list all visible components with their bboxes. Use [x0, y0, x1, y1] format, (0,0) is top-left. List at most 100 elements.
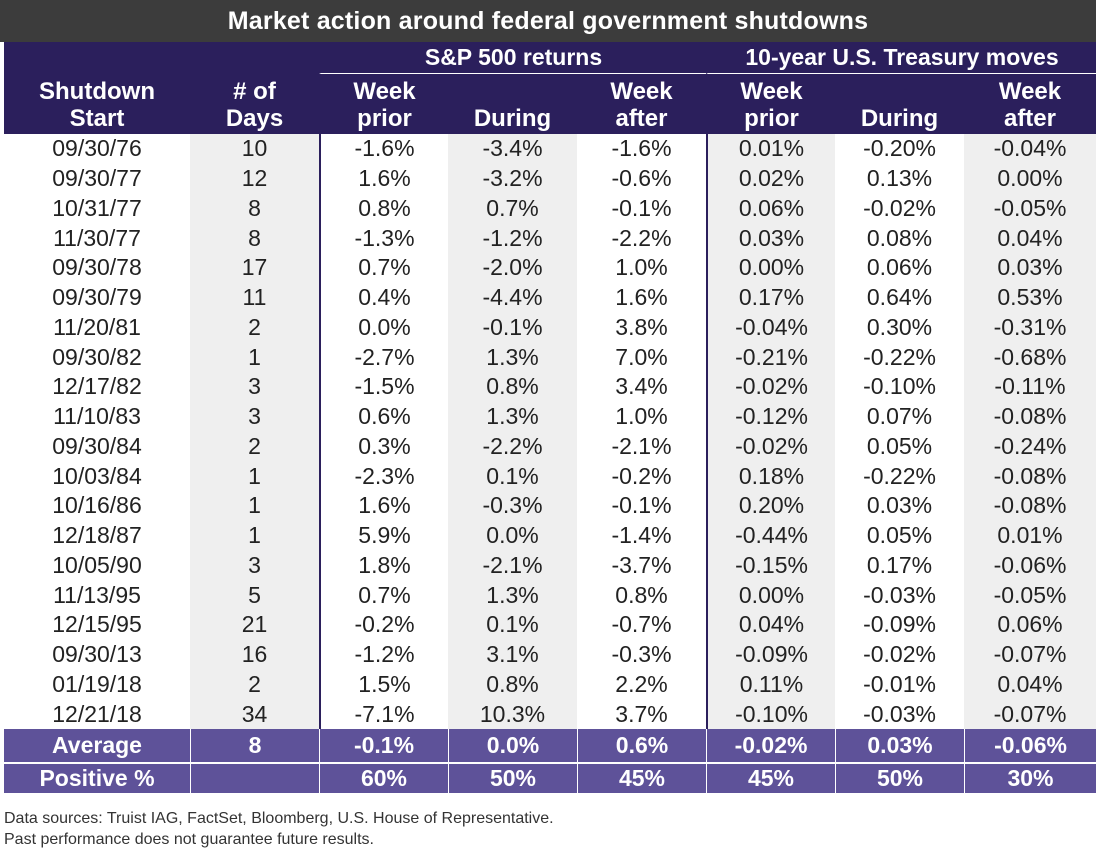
cell-ty-week-prior: -0.02%	[706, 431, 835, 462]
positive-pct-sp-during: 50%	[448, 762, 577, 793]
cell-ty-during: -0.01%	[835, 669, 964, 700]
cell-ty-week-after: 0.04%	[964, 223, 1096, 253]
cell-ty-week-prior: -0.10%	[706, 699, 835, 729]
cell-sp-during: 3.1%	[448, 639, 577, 670]
cell-sp-week-after: -1.4%	[577, 520, 706, 551]
cell-days: 11	[190, 282, 319, 313]
cell-sp-week-after: -0.6%	[577, 163, 706, 194]
cell-sp-week-after: -0.3%	[577, 639, 706, 670]
cell-ty-during: -0.02%	[835, 193, 964, 224]
cell-ty-week-prior: 0.18%	[706, 461, 835, 491]
cell-ty-during: 0.13%	[835, 163, 964, 194]
cell-ty-week-prior: -0.21%	[706, 342, 835, 372]
cell-days: 1	[190, 461, 319, 491]
cell-sp-during: -2.2%	[448, 431, 577, 462]
cell-sp-week-after: 3.8%	[577, 312, 706, 343]
cell-sp-week-after: -0.2%	[577, 461, 706, 491]
cell-start-date: 01/19/18	[4, 669, 190, 700]
cell-ty-during: 0.30%	[835, 312, 964, 343]
cell-sp-during: -2.1%	[448, 550, 577, 581]
cell-ty-week-after: -0.06%	[964, 550, 1096, 581]
cell-ty-during: -0.22%	[835, 461, 964, 491]
average-sp-during: 0.0%	[448, 729, 577, 762]
cell-ty-during: -0.02%	[835, 639, 964, 670]
cell-sp-week-prior: -2.7%	[319, 342, 448, 372]
cell-ty-week-prior: 0.03%	[706, 223, 835, 253]
cell-ty-during: 0.17%	[835, 550, 964, 581]
sp500-group-header: S&P 500 returns	[319, 42, 706, 74]
cell-days: 5	[190, 580, 319, 610]
cell-sp-week-prior: 1.8%	[319, 550, 448, 581]
cell-sp-week-after: 1.0%	[577, 253, 706, 283]
cell-ty-week-prior: 0.00%	[706, 253, 835, 283]
cell-ty-week-after: 0.04%	[964, 669, 1096, 700]
cell-sp-week-prior: 1.6%	[319, 491, 448, 521]
cell-sp-week-prior: 0.6%	[319, 401, 448, 432]
cell-sp-week-prior: 5.9%	[319, 520, 448, 551]
cell-days: 2	[190, 669, 319, 700]
cell-sp-week-prior: 0.4%	[319, 282, 448, 313]
cell-sp-week-after: -1.6%	[577, 134, 706, 164]
cell-sp-during: 0.8%	[448, 372, 577, 402]
cell-sp-week-prior: 0.0%	[319, 312, 448, 343]
cell-sp-week-after: -2.2%	[577, 223, 706, 253]
positive-pct-ty-week-after: 30%	[964, 762, 1096, 793]
cell-sp-week-after: -0.1%	[577, 491, 706, 521]
sources-line: Data sources: Truist IAG, FactSet, Bloom…	[4, 810, 554, 827]
cell-sp-week-prior: 1.5%	[319, 669, 448, 700]
cell-start-date: 09/30/13	[4, 639, 190, 670]
column-header-ty-week-prior: Week prior	[706, 74, 835, 134]
cell-start-date: 11/20/81	[4, 312, 190, 343]
cell-ty-week-prior: 0.00%	[706, 580, 835, 610]
cell-days: 8	[190, 193, 319, 224]
cell-sp-week-prior: -1.2%	[319, 639, 448, 670]
page-title: Market action around federal government …	[0, 0, 1096, 42]
column-header-ty-during: During	[835, 74, 964, 134]
positive-pct-ty-week-prior: 45%	[706, 762, 835, 793]
cell-ty-week-after: -0.05%	[964, 193, 1096, 224]
cell-sp-during: 10.3%	[448, 699, 577, 729]
cell-ty-week-after: -0.31%	[964, 312, 1096, 343]
cell-sp-week-prior: 0.8%	[319, 193, 448, 224]
cell-sp-during: -1.2%	[448, 223, 577, 253]
cell-sp-week-prior: -2.3%	[319, 461, 448, 491]
cell-sp-during: -3.4%	[448, 134, 577, 164]
cell-ty-week-after: 0.06%	[964, 610, 1096, 640]
header-blank	[4, 42, 319, 74]
cell-sp-week-after: 1.6%	[577, 282, 706, 313]
cell-ty-week-after: -0.68%	[964, 342, 1096, 372]
cell-days: 1	[190, 491, 319, 521]
cell-ty-week-prior: -0.02%	[706, 372, 835, 402]
cell-ty-week-after: 0.03%	[964, 253, 1096, 283]
cell-sp-during: 0.7%	[448, 193, 577, 224]
column-header-shutdown-start: Shutdown Start	[4, 74, 190, 134]
treasury-group-header: 10-year U.S. Treasury moves	[706, 42, 1096, 74]
average-ty-week-prior: -0.02%	[706, 729, 835, 762]
cell-ty-week-after: 0.00%	[964, 163, 1096, 194]
cell-sp-during: 0.8%	[448, 669, 577, 700]
cell-ty-week-prior: 0.04%	[706, 610, 835, 640]
cell-sp-during: 1.3%	[448, 401, 577, 432]
cell-ty-during: 0.64%	[835, 282, 964, 313]
cell-days: 17	[190, 253, 319, 283]
cell-start-date: 11/13/95	[4, 580, 190, 610]
cell-ty-week-after: -0.04%	[964, 134, 1096, 164]
cell-ty-during: 0.05%	[835, 431, 964, 462]
average-days: 8	[190, 729, 319, 762]
cell-ty-during: -0.03%	[835, 580, 964, 610]
cell-sp-week-after: 3.7%	[577, 699, 706, 729]
cell-sp-week-prior: 0.3%	[319, 431, 448, 462]
cell-sp-during: 1.3%	[448, 580, 577, 610]
cell-ty-week-after: -0.07%	[964, 639, 1096, 670]
cell-days: 12	[190, 163, 319, 194]
cell-days: 3	[190, 550, 319, 581]
cell-ty-week-after: -0.08%	[964, 461, 1096, 491]
cell-sp-during: -3.2%	[448, 163, 577, 194]
cell-ty-week-after: -0.08%	[964, 491, 1096, 521]
column-header-sp-during: During	[448, 74, 577, 134]
cell-ty-week-prior: -0.12%	[706, 401, 835, 432]
cell-ty-during: -0.09%	[835, 610, 964, 640]
average-ty-week-after: -0.06%	[964, 729, 1096, 762]
cell-ty-week-after: 0.53%	[964, 282, 1096, 313]
cell-sp-week-after: 3.4%	[577, 372, 706, 402]
